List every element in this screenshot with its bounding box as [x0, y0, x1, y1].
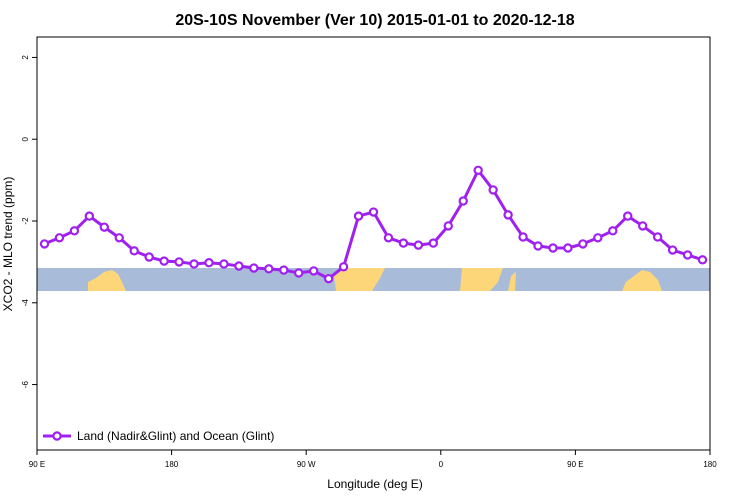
data-point — [563, 243, 573, 253]
x-axis-label: Longitude (deg E) — [327, 477, 422, 491]
data-point — [623, 211, 633, 221]
data-point — [159, 256, 169, 266]
data-point — [667, 245, 678, 255]
land-ocean-band — [37, 268, 710, 291]
data-point — [99, 222, 110, 232]
data-point — [593, 233, 603, 243]
data-point — [204, 258, 214, 268]
data-point — [234, 261, 244, 271]
data-point — [353, 211, 364, 221]
data-point — [473, 165, 483, 176]
data-point — [488, 185, 498, 195]
data-point — [338, 262, 349, 272]
data-point — [294, 268, 304, 278]
data-point — [533, 241, 543, 251]
y-tick-label: 0 — [21, 136, 30, 141]
data-point — [174, 257, 184, 267]
data-point — [39, 239, 50, 249]
data-point — [323, 273, 334, 284]
data-point — [503, 210, 513, 220]
data-point — [308, 266, 319, 276]
x-tick-label: 180 — [165, 460, 179, 469]
data-point — [682, 250, 693, 260]
land — [622, 270, 662, 291]
data-point — [264, 264, 274, 274]
data-point — [458, 196, 468, 206]
legend-marker — [52, 431, 62, 441]
data-point — [54, 233, 65, 243]
x-tick-label: 180 — [703, 460, 717, 469]
data-point — [443, 221, 453, 231]
data-point — [84, 211, 95, 221]
legend-label: Land (Nadir&Glint) and Ocean (Glint) — [77, 429, 274, 443]
land — [460, 268, 503, 291]
data-point — [413, 240, 424, 250]
data-point — [144, 252, 154, 262]
y-tick-label: 2 — [21, 55, 30, 60]
chart-title: 20S-10S November (Ver 10) 2015-01-01 to … — [175, 12, 574, 29]
y-tick-label: -4 — [21, 299, 30, 307]
data-point — [249, 263, 259, 273]
data-point — [69, 226, 80, 236]
data-point — [518, 232, 528, 242]
land — [88, 270, 126, 291]
data-point — [219, 259, 229, 269]
data-point — [398, 238, 409, 248]
data-point — [368, 207, 379, 217]
series-line — [43, 168, 703, 281]
x-tick-label: 90 E — [567, 460, 583, 469]
data-point — [279, 265, 289, 275]
data-point — [129, 246, 139, 256]
land — [334, 268, 385, 291]
x-tick-label: 90 E — [29, 460, 45, 469]
data-point — [189, 259, 199, 269]
data-point — [114, 233, 124, 243]
plot-frame — [36, 36, 711, 451]
data-point — [652, 232, 663, 242]
y-axis-label: XCO2 - MLO trend (ppm) — [1, 177, 15, 312]
y-tick-label: -2 — [21, 217, 30, 225]
y-tick-label: -6 — [21, 380, 30, 388]
data-point — [428, 238, 439, 248]
x-tick-label: 90 W — [297, 460, 316, 469]
data-point — [638, 221, 648, 231]
data-point — [578, 239, 588, 249]
data-point — [608, 226, 618, 236]
data-point — [548, 243, 558, 253]
x-tick-label: 0 — [439, 460, 444, 469]
land — [508, 272, 516, 291]
data-point — [697, 255, 708, 265]
data-point — [383, 233, 394, 243]
